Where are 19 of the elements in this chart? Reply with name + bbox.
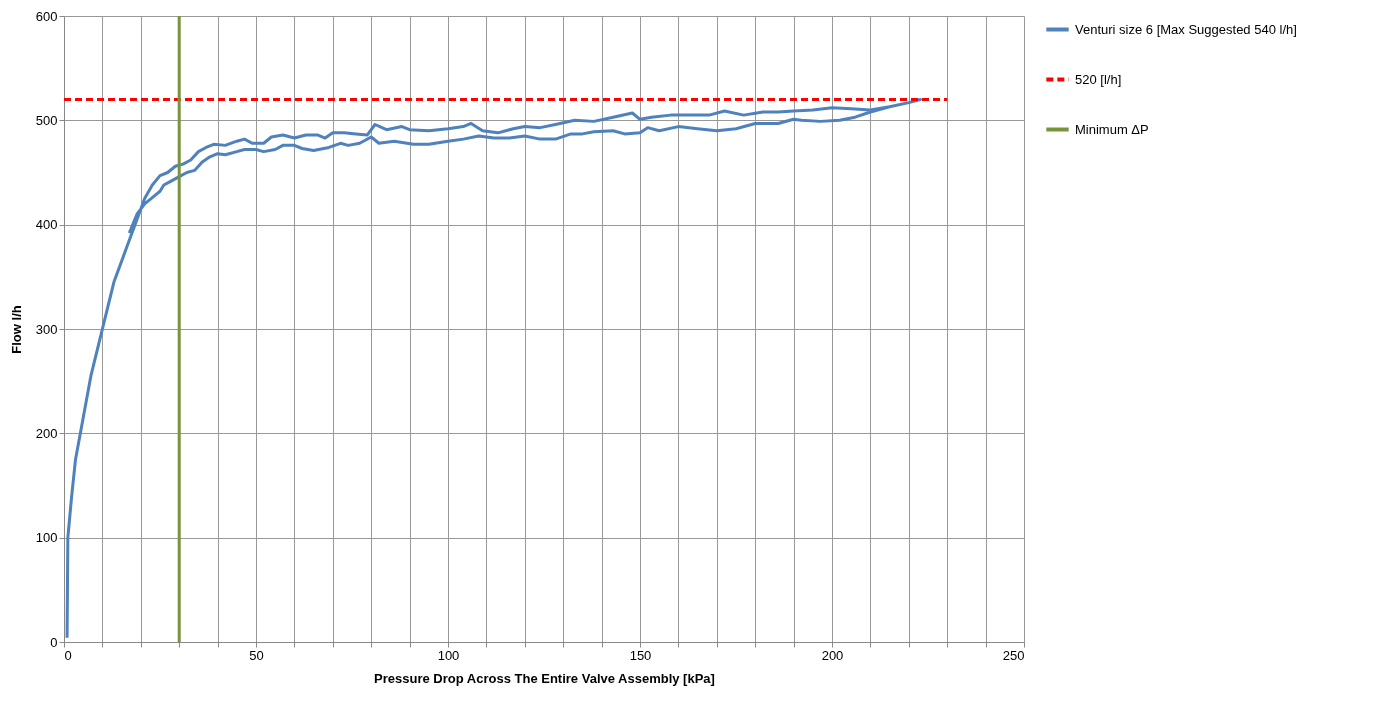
y-tick-label: 400 [35,217,58,233]
legend-label: Venturi size 6 [Max Suggested 540 l/h] [1075,21,1297,37]
y-tick-label: 500 [35,112,58,128]
x-tick-label: 50 [249,647,264,663]
y-tick-label: 100 [35,530,58,546]
x-tick-label: 250 [1002,647,1025,663]
legend-label: Minimum ΔP [1075,121,1149,137]
y-tick-label: 600 [35,8,58,24]
x-tick-label: 150 [629,647,652,663]
legend-label: 520 [l/h] [1075,71,1122,87]
x-axis-title: Pressure Drop Across The Entire Valve Assembly [kPa] [374,670,715,686]
x-tick-label: 200 [821,647,844,663]
x-tick-label: 0 [64,647,72,663]
x-tick-label: 100 [437,647,460,663]
y-axis-title: Flow l/h [8,305,24,354]
line-series [65,97,922,640]
y-tick-label: 0 [50,634,58,650]
y-tick-label: 200 [35,425,58,441]
y-tick-label: 300 [35,321,58,337]
